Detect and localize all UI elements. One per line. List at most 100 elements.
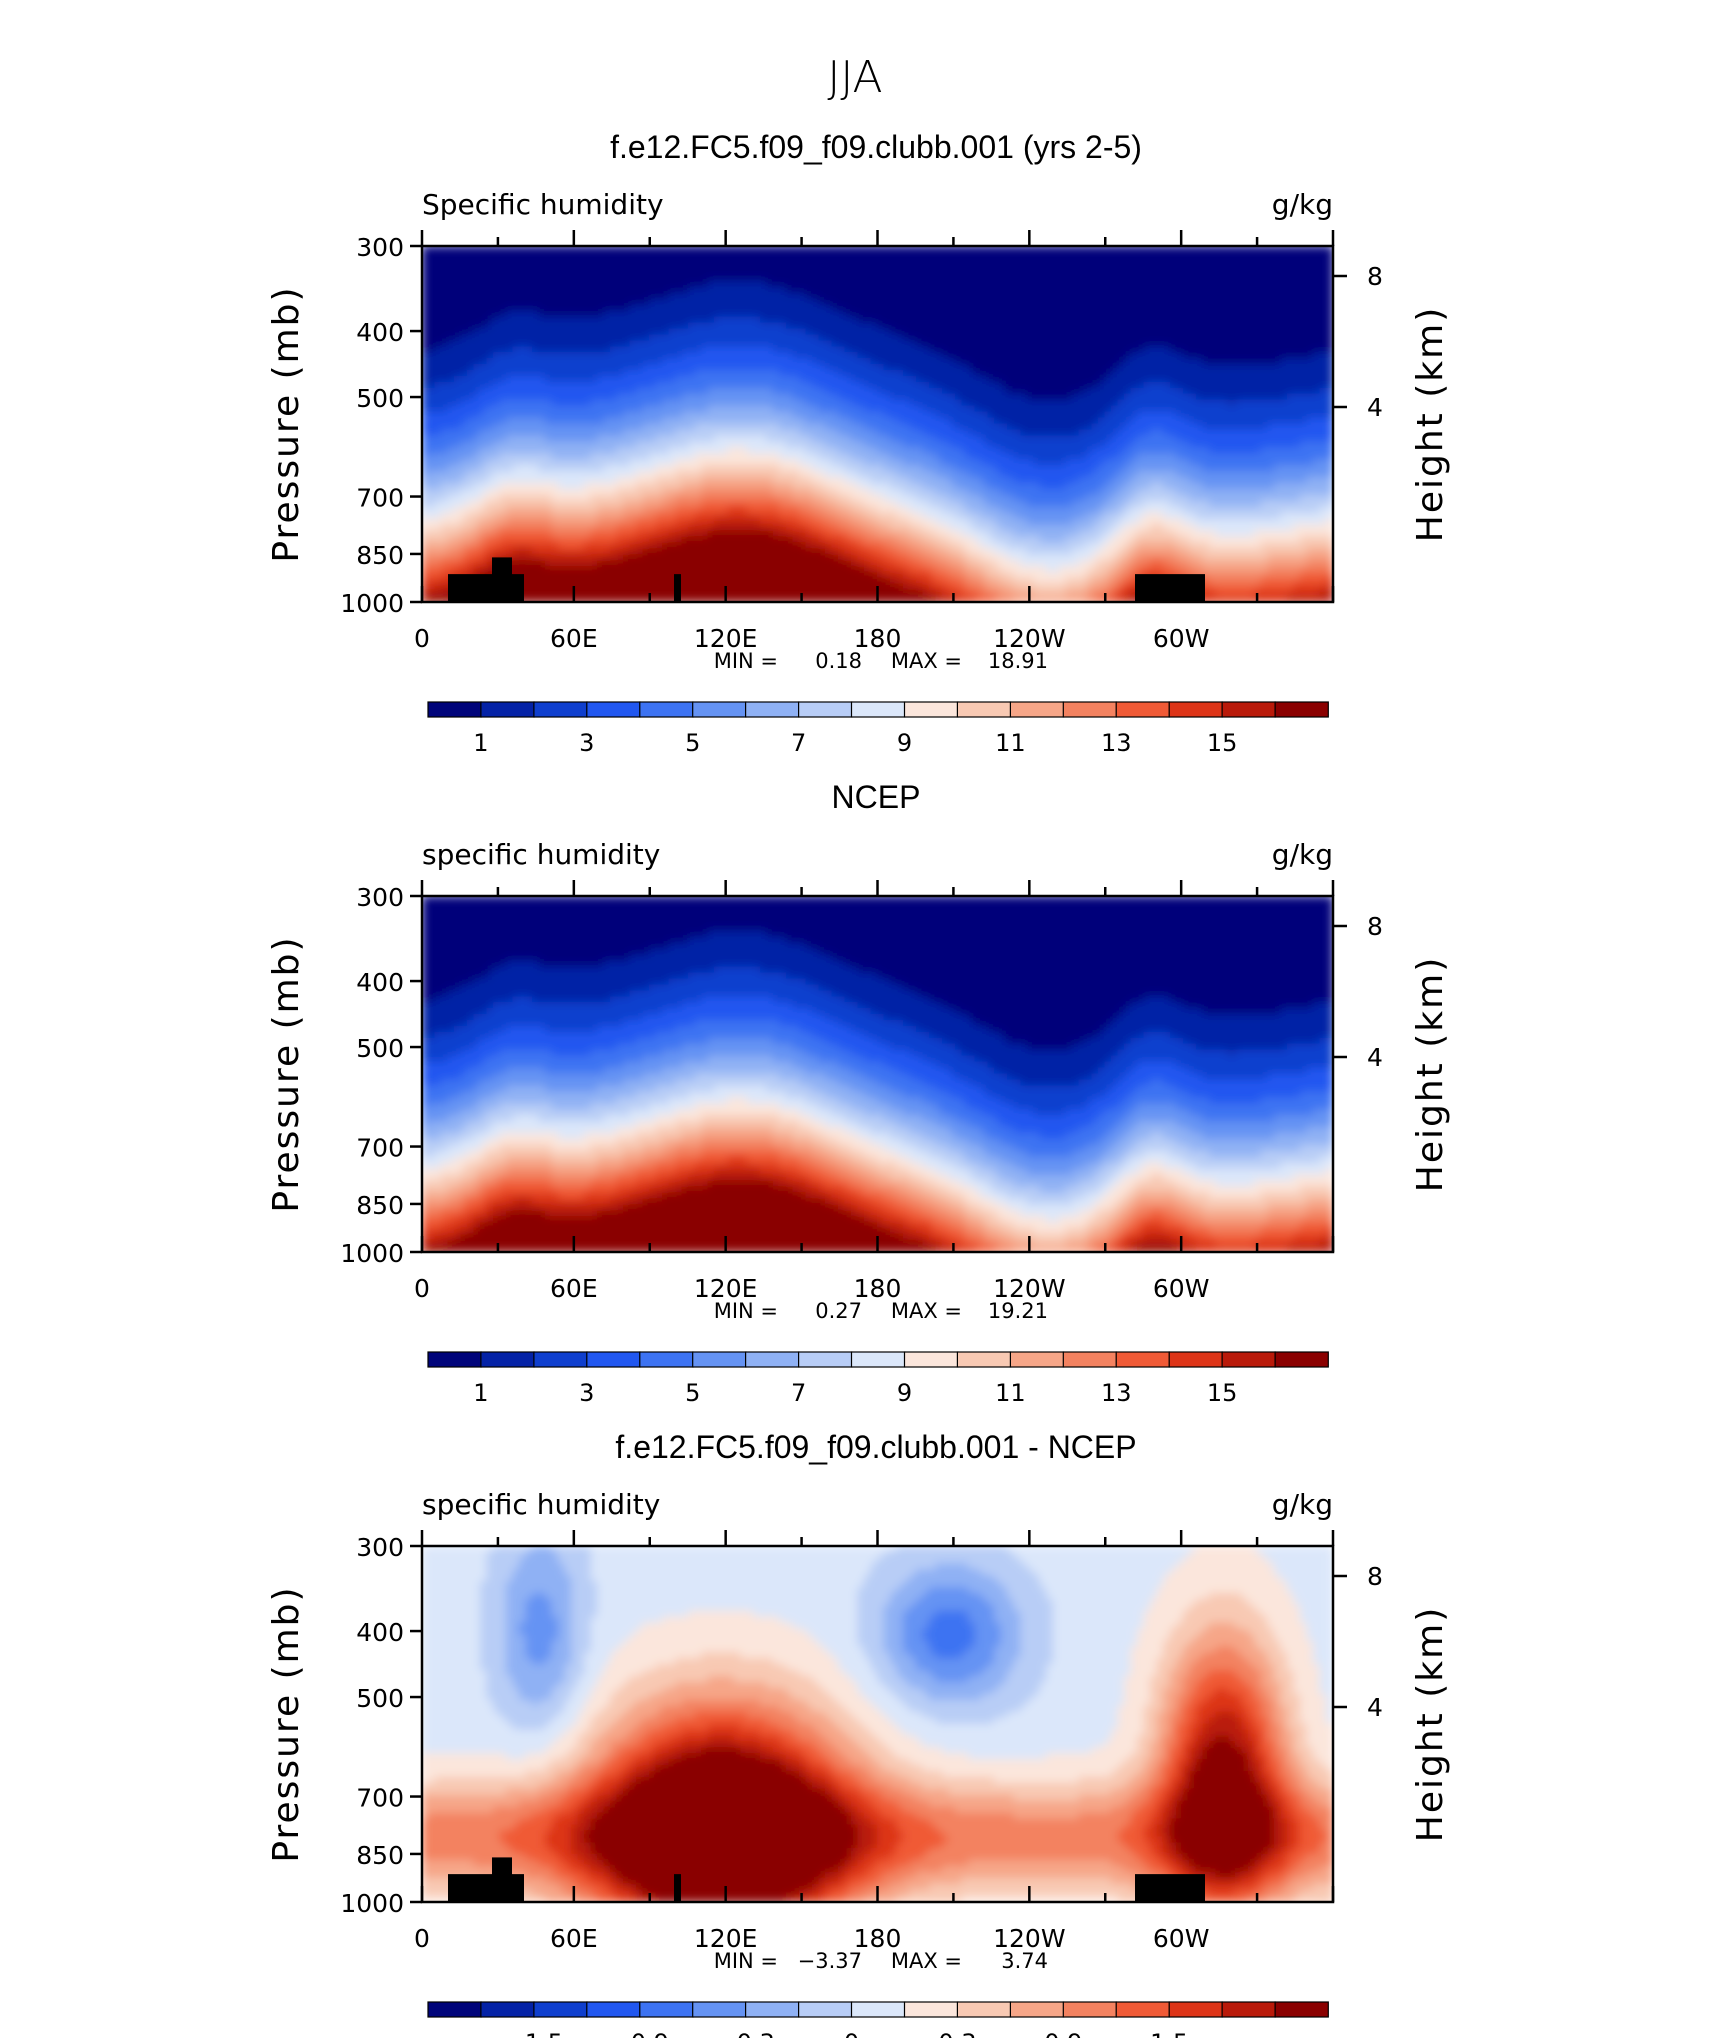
x-tick-label: 120W (993, 1924, 1065, 1953)
colorbar-swatch (639, 701, 694, 718)
colorbar-label: −1.5 (505, 2029, 563, 2038)
left-string: Specific humidity (422, 188, 664, 221)
x-tick-label: 60W (1153, 624, 1210, 653)
colorbar-swatch (797, 1351, 853, 1368)
colorbar-swatch (903, 2001, 959, 2018)
colorbar-swatch (480, 1351, 535, 1368)
units-label: g/kg (1272, 1488, 1333, 1521)
y-tick-label: 500 (356, 1034, 404, 1063)
right-tick-label: 4 (1367, 1043, 1383, 1072)
colorbar-label: 9 (897, 1379, 912, 1407)
colorbar-swatch (586, 1351, 641, 1368)
right-tick-label: 8 (1367, 912, 1383, 941)
terrain-block (448, 574, 524, 602)
right-axis-title: Height (km) (1410, 956, 1451, 1192)
panel-title: f.e12.FC5.f09_f09.clubb.001 (yrs 2-5) (610, 129, 1142, 165)
colorbar-label: 7 (791, 729, 806, 757)
y-tick-label: 300 (356, 1533, 404, 1562)
y-axis-title: Pressure (mb) (266, 1585, 307, 1862)
x-tick-label: 60E (550, 1924, 598, 1953)
terrain-block (492, 1857, 512, 1902)
colorbar-swatch (1009, 701, 1065, 718)
colorbar-label: 5 (685, 1379, 700, 1407)
panel-3: f.e12.FC5.f09_f09.clubb.001 - NCEP specif… (266, 1429, 1451, 2038)
colorbar-swatch (586, 2001, 641, 2018)
colorbar-swatch (427, 701, 482, 718)
colorbar-swatch (480, 701, 535, 718)
x-tick-label: 60W (1153, 1274, 1210, 1303)
x-tick-label: 120E (694, 624, 758, 653)
min-label: MIN = (714, 649, 778, 673)
x-tick-label: 120W (993, 624, 1065, 653)
colorbar-swatch (692, 2001, 747, 2018)
colorbar-swatch (1062, 701, 1118, 718)
colorbar-label: 9 (897, 729, 912, 757)
right-tick-label: 4 (1367, 1693, 1383, 1722)
right-tick-label: 8 (1367, 262, 1383, 291)
max-label: MAX = (891, 649, 962, 673)
colorbar-swatch (850, 2001, 906, 2018)
colorbar-swatch (533, 701, 588, 718)
right-tick-label: 4 (1367, 393, 1383, 422)
x-tick-label: 180 (854, 1924, 902, 1953)
x-tick-label: 120W (993, 1274, 1065, 1303)
min-label: MIN = (714, 1299, 778, 1323)
colorbar-swatch (956, 2001, 1012, 2018)
colorbar-swatch (903, 701, 959, 718)
colorbar-label: 5 (685, 729, 700, 757)
colorbar-label: −0.9 (611, 2029, 669, 2038)
x-tick-label: 0 (414, 624, 430, 653)
colorbar-swatch (1168, 1351, 1223, 1368)
colorbar-label: 11 (995, 729, 1026, 757)
colorbar-swatch (1062, 2001, 1118, 2018)
terrain-block (448, 1874, 524, 1902)
y-axis-title: Pressure (mb) (266, 935, 307, 1212)
colorbar: 1 3 5 7 9 11 13 15 (427, 1351, 1329, 1407)
right-axis-title: Height (km) (1410, 306, 1451, 542)
max-value: 3.74 (1001, 1949, 1048, 1973)
colorbar-swatch (1009, 1351, 1065, 1368)
colorbar-swatch (427, 2001, 482, 2018)
left-string: specific humidity (422, 1488, 660, 1521)
x-tick-label: 120E (694, 1924, 758, 1953)
panel-title: f.e12.FC5.f09_f09.clubb.001 - NCEP (615, 1429, 1136, 1465)
topography-mask (448, 557, 1205, 602)
max-value: 19.21 (988, 1299, 1048, 1323)
colorbar-swatch (639, 1351, 694, 1368)
colorbar-label: 15 (1207, 1379, 1238, 1407)
colorbar-swatch (1221, 2001, 1276, 2018)
y-tick-label: 700 (356, 1134, 404, 1163)
x-tick-label: 60E (550, 624, 598, 653)
y-tick-label: 1000 (340, 589, 404, 618)
colorbar-label: 3 (579, 729, 594, 757)
contour-field (422, 896, 1333, 1252)
colorbar-label: 0.9 (1044, 2029, 1082, 2038)
y-axis-title: Pressure (mb) (266, 285, 307, 562)
colorbar-swatch (1274, 1351, 1329, 1368)
colorbar-label: 0 (844, 2029, 859, 2038)
x-tick-label: 180 (854, 1274, 902, 1303)
colorbar-swatch (744, 1351, 800, 1368)
colorbar-swatch (427, 1351, 482, 1368)
x-tick-label: 60E (550, 1274, 598, 1303)
y-tick-label: 300 (356, 233, 404, 262)
topography-mask (448, 1857, 1205, 1902)
colorbar-label: 7 (791, 1379, 806, 1407)
colorbar-swatch (1221, 1351, 1276, 1368)
terrain-block (1135, 1874, 1205, 1902)
colorbar-label: 13 (1101, 729, 1132, 757)
colorbar-label: 1 (473, 1379, 488, 1407)
colorbar-label: −0.3 (717, 2029, 775, 2038)
y-tick-label: 850 (356, 541, 404, 570)
colorbar-swatch (1274, 701, 1329, 718)
colorbar-label: 11 (995, 1379, 1026, 1407)
colorbar-swatch (1168, 701, 1223, 718)
colorbar-swatch (1168, 2001, 1223, 2018)
panel-1: f.e12.FC5.f09_f09.clubb.001 (yrs 2-5) Spe… (266, 129, 1451, 757)
colorbar-swatch (1115, 701, 1170, 718)
y-tick-label: 700 (356, 1784, 404, 1813)
units-label: g/kg (1272, 838, 1333, 871)
colorbar-swatch (956, 1351, 1012, 1368)
colorbar-swatch (533, 2001, 588, 2018)
